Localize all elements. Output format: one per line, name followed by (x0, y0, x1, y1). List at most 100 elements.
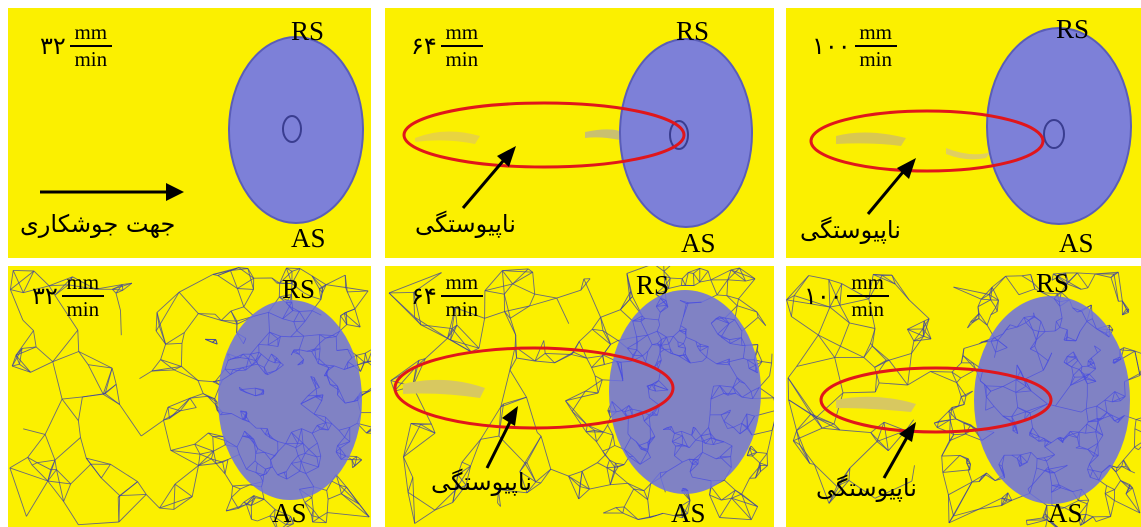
mesh-edge (648, 384, 653, 390)
mesh-edge (649, 397, 660, 406)
mesh-edge (716, 279, 729, 296)
mesh-edge (15, 355, 31, 373)
mesh-edge (1051, 504, 1063, 509)
mesh-edge (1005, 324, 1011, 331)
speed-value: ۳۲ (40, 33, 66, 60)
mesh-edge (991, 287, 999, 301)
mesh-edge (78, 351, 89, 365)
mesh-edge (77, 396, 83, 421)
mesh-edge (305, 466, 319, 474)
mesh-edge (647, 330, 658, 336)
mesh-edge (173, 369, 199, 381)
mesh-edge (178, 291, 199, 314)
mesh-edge (170, 449, 201, 455)
mesh-edge (1088, 464, 1094, 471)
mesh-edge (11, 355, 17, 367)
mesh-edge (828, 279, 841, 306)
mesh-edge (731, 490, 736, 499)
mesh-edge (314, 413, 326, 418)
mesh-edge (347, 365, 355, 369)
defect-arrow (461, 153, 511, 209)
mesh-edge (456, 324, 480, 349)
mesh-edge (818, 334, 841, 347)
mesh-edge (1087, 464, 1090, 470)
mesh-edge (230, 268, 248, 272)
mesh-edge (316, 456, 319, 468)
mesh-edge (338, 430, 345, 438)
mesh-edge (950, 418, 956, 421)
mesh-edge (1045, 440, 1050, 442)
mesh-edge (1029, 432, 1040, 437)
mesh-edge (1042, 517, 1048, 521)
mesh-edge (990, 307, 997, 315)
mesh-edge (286, 267, 301, 270)
mesh-edge (503, 294, 511, 319)
mesh-edge (243, 289, 254, 308)
mesh-edge (318, 358, 326, 366)
mesh-edge (540, 468, 552, 484)
mesh-edge (1066, 283, 1082, 290)
mesh-edge (19, 363, 31, 373)
mesh-edge (679, 330, 687, 335)
mesh-edge (257, 448, 265, 453)
mesh-edge (357, 361, 365, 366)
mesh-edge (1001, 466, 1005, 478)
mesh-edge (1020, 452, 1032, 456)
mesh-edge (1051, 272, 1066, 281)
mesh-edge (12, 363, 20, 367)
mesh-edge (609, 459, 616, 468)
mesh-edge (796, 357, 835, 367)
mesh-edge (647, 386, 650, 398)
mesh-edge (255, 387, 264, 390)
mesh-edge (118, 495, 121, 523)
mesh-edge (1055, 321, 1061, 328)
mesh-edge (609, 467, 616, 485)
mesh-edge (738, 278, 756, 300)
mesh-edge (995, 347, 1008, 353)
mesh-edge (1057, 291, 1062, 295)
mesh-edge (1029, 435, 1035, 439)
mesh-edge (647, 444, 650, 452)
mesh-edge (1037, 457, 1045, 459)
mesh-edge (314, 343, 320, 350)
mesh-edge (54, 460, 57, 470)
mesh-edge (842, 391, 876, 394)
mesh-edge (1090, 358, 1092, 365)
fraction-bar (846, 295, 889, 297)
mesh-edge (705, 437, 712, 444)
mesh-edge (253, 439, 259, 449)
mesh-edge (771, 421, 774, 431)
mesh-edge (638, 445, 643, 449)
mesh-edge (723, 411, 731, 422)
mesh-edge (1012, 429, 1017, 432)
mesh-edge (1054, 327, 1061, 332)
mesh-edge (708, 414, 711, 428)
mesh-edge (1053, 273, 1069, 283)
mesh-edge (30, 361, 53, 373)
mesh-edge (258, 344, 269, 346)
mesh-edge (303, 334, 315, 337)
mesh-edge (534, 340, 545, 362)
mesh-edge (583, 278, 602, 318)
mesh-edge (212, 436, 214, 452)
mesh-edge (924, 318, 930, 322)
tool-shoulder (228, 36, 364, 224)
mesh-edge (737, 305, 758, 313)
defect-highlight (819, 366, 1053, 434)
mesh-edge (680, 325, 687, 330)
mesh-edge (455, 474, 459, 491)
mesh-edge (606, 466, 615, 469)
mesh-edge (317, 363, 330, 369)
unit-denominator: min (445, 297, 479, 321)
mesh-edge (311, 497, 314, 511)
mesh-edge (276, 282, 292, 285)
mesh-edge (243, 338, 247, 344)
mesh-edge (112, 288, 123, 291)
mesh-edge (647, 483, 652, 500)
mesh-edge (315, 387, 320, 390)
mesh-edge (1011, 407, 1019, 417)
mesh-edge (203, 393, 215, 400)
mesh-edge (293, 349, 300, 355)
mesh-edge (27, 457, 38, 464)
mesh-edge (715, 318, 730, 324)
